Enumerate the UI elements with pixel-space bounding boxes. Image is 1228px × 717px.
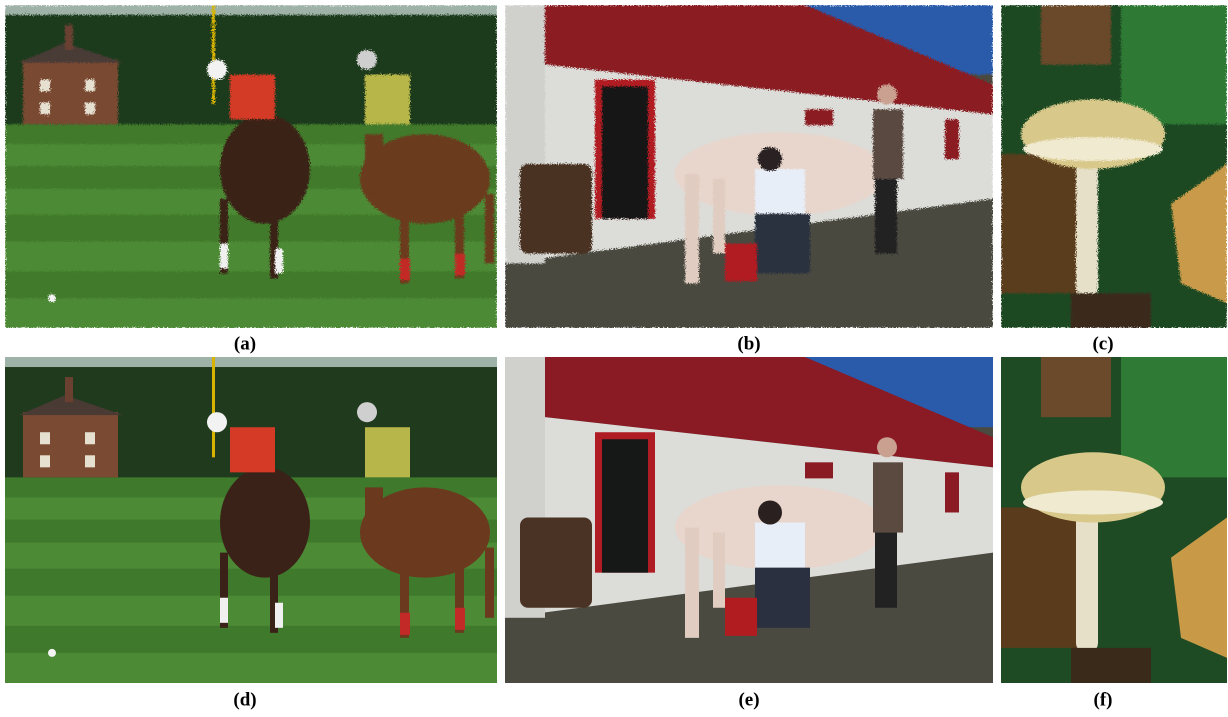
caption: (c)	[1092, 333, 1113, 354]
noisy-image	[1001, 5, 1227, 328]
image	[505, 357, 993, 683]
figure: (a) (b) (c) (d) (e) (f)	[0, 0, 1228, 717]
noisy-image	[5, 5, 497, 328]
image	[1001, 357, 1227, 683]
caption: (a)	[234, 333, 256, 354]
caption: (b)	[737, 333, 760, 354]
caption: (d)	[233, 689, 256, 710]
caption: (e)	[738, 689, 759, 710]
caption: (f)	[1094, 689, 1113, 710]
noisy-image	[505, 5, 993, 328]
image	[5, 357, 497, 683]
